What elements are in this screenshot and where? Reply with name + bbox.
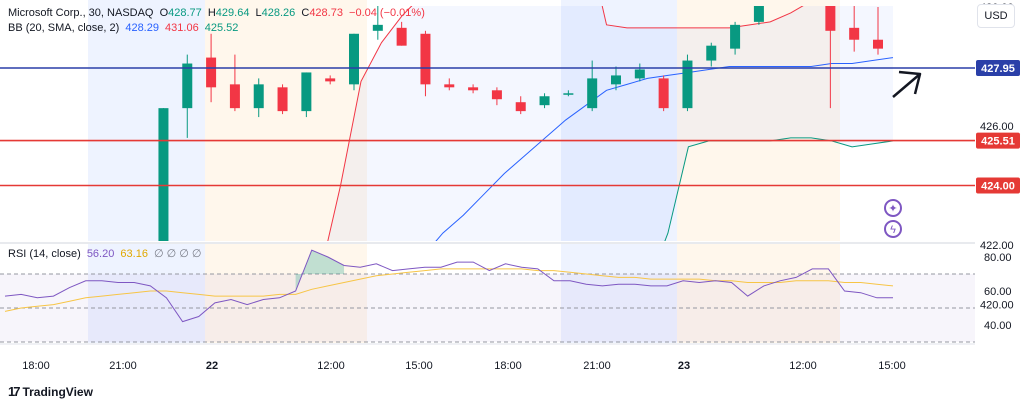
session-band	[88, 0, 205, 241]
tradingview-logo-icon: 17	[8, 384, 21, 399]
price-level-badge	[976, 59, 1020, 76]
tradingview-logo[interactable]: 17 TradingView	[8, 384, 93, 399]
x-tick-label: 15:00	[405, 360, 433, 372]
bb-upper-value: 431.06	[165, 22, 199, 34]
bb-legend: BB (20, SMA, close, 2) 428.29 431.06 425…	[8, 22, 241, 34]
bb-lower-value: 425.52	[204, 22, 239, 34]
candle-body	[491, 90, 502, 100]
arrow-head	[898, 70, 922, 95]
currency-button[interactable]: USD	[977, 4, 1015, 28]
brand-label: TradingView	[22, 384, 93, 399]
candle-body	[825, 6, 836, 31]
price-level-label: 424.00	[981, 181, 1015, 193]
x-tick-label: 23	[678, 360, 690, 372]
open-label: O	[159, 7, 169, 19]
candle-body	[611, 75, 621, 85]
low-label: L	[255, 7, 262, 19]
rsi-label[interactable]: RSI (14, close)	[8, 248, 81, 260]
bb-upper-line	[327, 6, 804, 241]
bb-fill	[327, 6, 893, 241]
candle-body	[420, 33, 431, 85]
y-tick-label: 426.00	[980, 121, 1014, 133]
candle-body	[563, 93, 574, 95]
rsi-line	[4, 249, 893, 323]
session-band	[677, 0, 840, 241]
bb-label[interactable]: BB (20, SMA, close, 2)	[8, 22, 120, 34]
candle-body	[634, 69, 645, 79]
price-level-badge	[976, 177, 1020, 194]
candle-body	[396, 27, 407, 46]
session-band	[205, 244, 367, 343]
candle-body	[206, 57, 217, 88]
candle-body	[515, 102, 526, 112]
price-level-badge	[976, 132, 1020, 149]
ohlc-legend: Microsoft Corp., 30, NASDAQ O428.77 H429…	[8, 7, 428, 19]
bb-basis-value: 428.29	[125, 22, 159, 34]
rsi-extra: ∅ ∅ ∅ ∅	[154, 248, 202, 260]
price-level-label: 425.51	[981, 136, 1015, 148]
candle-body	[158, 108, 169, 241]
candle-body	[849, 27, 860, 40]
session-band	[561, 0, 677, 241]
rsi-tick-label: 40.00	[984, 320, 1012, 332]
candle-body	[706, 45, 717, 61]
candle-body	[349, 33, 359, 85]
candle-body	[325, 78, 336, 82]
symbol-label[interactable]: Microsoft Corp., 30, NASDAQ	[8, 7, 154, 19]
rsi-legend: RSI (14, close) 56.20 63.16 ∅ ∅ ∅ ∅	[8, 247, 205, 260]
candle-body	[444, 84, 455, 88]
high-value: 429.64	[215, 7, 250, 19]
change-value: −0.04 (−0.01%)	[349, 7, 425, 19]
session-band	[677, 244, 840, 343]
candle-body	[182, 63, 193, 109]
arrow-shaft	[892, 73, 921, 98]
candle-body	[539, 96, 550, 106]
candle-body	[253, 84, 264, 109]
x-tick-label: 21:00	[583, 360, 611, 372]
high-label: H	[207, 7, 216, 19]
x-tick-label: 18:00	[22, 360, 50, 372]
price-level-label: 427.95	[981, 63, 1015, 75]
lightning-icon[interactable]: ϟ	[884, 220, 902, 238]
x-tick-label: 22	[206, 360, 218, 372]
candle-body	[301, 72, 312, 112]
candle-body	[730, 24, 741, 49]
candle-body	[468, 87, 479, 91]
x-tick-label: 18:00	[494, 360, 522, 372]
close-label: C	[301, 7, 310, 19]
candle-body	[277, 87, 288, 112]
session-band	[205, 0, 367, 241]
x-tick-label: 15:00	[878, 360, 906, 372]
open-value: 428.77	[168, 7, 202, 19]
candle-body	[229, 84, 240, 109]
rsi-tick-label: 80.00	[984, 252, 1012, 264]
low-value: 428.26	[261, 7, 296, 19]
session-band	[561, 244, 677, 343]
candle-body	[587, 78, 598, 109]
rsi-tick-label: 60.00	[984, 286, 1012, 298]
close-value: 428.73	[309, 7, 343, 19]
x-tick-label: 12:00	[789, 360, 817, 372]
rsi-value: 56.20	[86, 248, 115, 260]
x-tick-label: 21:00	[109, 360, 137, 372]
candle-body	[658, 78, 669, 109]
candle-body	[873, 39, 883, 49]
y-tick-label: 422.00	[980, 240, 1014, 252]
y-tick-label: 420.00	[980, 300, 1014, 312]
compass-icon[interactable]: ✦	[884, 199, 902, 217]
x-tick-label: 12:00	[317, 360, 345, 372]
candle-body	[682, 60, 693, 109]
rsi-ma-line	[4, 268, 894, 312]
candle-body	[753, 6, 764, 22]
bb-basis-line	[435, 57, 894, 241]
rsi-ma-value: 63.16	[120, 248, 148, 260]
arrow-right-icon	[892, 70, 922, 98]
candle-body	[372, 24, 383, 31]
